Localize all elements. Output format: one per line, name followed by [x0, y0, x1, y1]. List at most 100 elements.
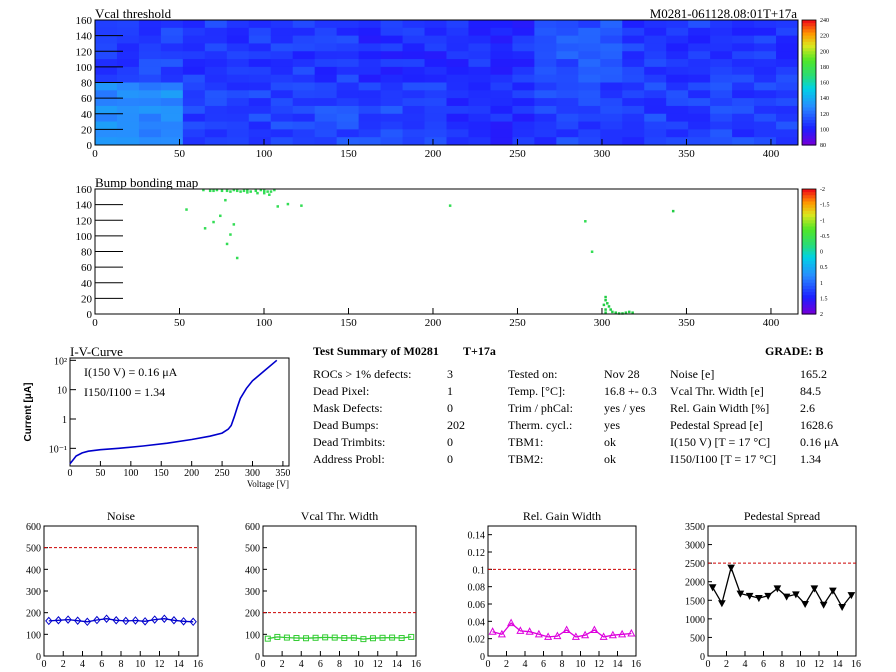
- x-tick-label: 14: [613, 659, 623, 670]
- summary-left-value: 0: [447, 401, 453, 415]
- pixel-cell: [600, 27, 623, 37]
- pixel-cell: [160, 98, 184, 107]
- pixel-cell: [644, 121, 667, 130]
- y-tick-label: 0.14: [468, 531, 486, 542]
- module-id: M0281-061128.08:01T+17a: [650, 6, 798, 21]
- pixel-cell: [534, 20, 557, 29]
- pixel-cell: [138, 43, 162, 52]
- data-point: [160, 614, 168, 624]
- dead-bump: [617, 312, 621, 315]
- pixel-cell: [710, 90, 733, 99]
- pixel-cell: [270, 51, 294, 60]
- summary-left-value: 202: [447, 418, 465, 432]
- pixel-cell: [578, 35, 601, 44]
- x-tick-label: 4: [299, 659, 304, 670]
- pixel-cell: [402, 59, 426, 68]
- pixel-cell: [776, 129, 799, 138]
- pixel-cell: [512, 105, 535, 115]
- pixel-cell: [314, 43, 338, 52]
- pixel-cell: [95, 113, 118, 123]
- pixel-cell: [248, 137, 272, 146]
- pixel-cell: [270, 90, 294, 99]
- pixel-cell: [402, 113, 426, 123]
- dead-bump: [235, 256, 239, 260]
- pixel-cell: [358, 51, 382, 60]
- pixel-cell: [644, 51, 667, 60]
- pixel-cell: [336, 90, 360, 99]
- pixel-cell: [116, 74, 140, 83]
- y-tick-label: 120: [76, 46, 93, 58]
- iv-annotation: I150/I100 = 1.34: [84, 385, 165, 399]
- pixel-cell: [512, 137, 535, 146]
- pixel-cell: [600, 35, 623, 44]
- x-tick-label: 0: [486, 659, 491, 670]
- pixel-cell: [754, 66, 777, 76]
- data-point: [755, 595, 763, 603]
- dead-bump: [604, 308, 607, 311]
- colorbar-band: [802, 141, 816, 146]
- pixel-cell: [138, 20, 162, 29]
- pixel-cell: [534, 98, 557, 107]
- dead-bump: [232, 223, 236, 226]
- pixel-cell: [578, 59, 601, 68]
- pixel-cell: [556, 20, 579, 29]
- y-tick-label: 3000: [685, 541, 705, 552]
- gain-width-chart: Rel. Gain Width 0 2 4 6 8 10 12 14 16 0 0.02 0.04 0.0…: [468, 509, 642, 670]
- pixel-cell: [314, 20, 338, 29]
- pixel-cell: [248, 98, 272, 107]
- pixel-cell: [732, 51, 755, 60]
- y-tick-label: 10: [57, 386, 67, 397]
- pixel-cell: [358, 35, 382, 44]
- colorbar-band: [802, 270, 816, 274]
- pixel-cell: [336, 113, 360, 123]
- pixel-cell: [468, 43, 491, 52]
- x-tick-label: 6: [318, 659, 323, 670]
- pixel-cell: [688, 137, 711, 146]
- pixel-cell: [358, 90, 382, 99]
- pixel-cell: [578, 129, 601, 138]
- y-tick-label: 0.08: [468, 583, 486, 594]
- summary-right-value: 2.6: [800, 401, 815, 415]
- dead-bump: [266, 190, 269, 193]
- pixel-cell: [138, 66, 162, 76]
- dead-bump: [671, 209, 675, 213]
- pixel-cell: [226, 59, 250, 68]
- pixel-cell: [556, 121, 579, 130]
- data-point: [488, 627, 497, 635]
- pixel-cell: [160, 129, 184, 138]
- pixel-cell: [468, 113, 491, 123]
- colorbar-tick-label: 100: [820, 127, 829, 133]
- pixel-cell: [534, 90, 557, 99]
- pixel-cell: [138, 59, 162, 68]
- pixel-cell: [468, 27, 491, 37]
- pixel-cell: [204, 129, 228, 138]
- colorbar-tick-label: 1.5: [820, 296, 828, 302]
- x-tick-label: 200: [425, 317, 442, 329]
- summary-left-label: Dead Pixel:: [313, 384, 370, 398]
- pixel-cell: [468, 66, 491, 76]
- x-tick-label: 6: [99, 659, 104, 670]
- dead-bump: [604, 295, 607, 299]
- pixel-cell: [644, 105, 667, 115]
- colorbar-band: [802, 91, 816, 96]
- pixel-cell: [754, 129, 777, 138]
- pixel-cell: [600, 137, 623, 146]
- pixel-cell: [160, 82, 184, 91]
- colorbar-frame: [801, 19, 817, 146]
- pixel-cell: [380, 129, 404, 138]
- pixel-cell: [182, 105, 206, 115]
- pixel-cell: [402, 98, 426, 107]
- pixel-cell: [248, 27, 272, 37]
- colorbar-band: [802, 110, 816, 115]
- x-tick-label: 400: [763, 317, 780, 329]
- data-point: [151, 615, 159, 624]
- pixel-cell: [644, 137, 667, 146]
- x-tick-label: 250: [215, 468, 230, 479]
- pixel-cell: [402, 27, 426, 37]
- pixel-cell: [556, 35, 579, 44]
- pixel-cell: [336, 27, 360, 37]
- x-tick-label: 16: [193, 659, 203, 670]
- dead-bump: [628, 310, 631, 314]
- y-tick-label: 0.04: [468, 617, 486, 628]
- summary-left-label: Mask Defects:: [313, 401, 383, 415]
